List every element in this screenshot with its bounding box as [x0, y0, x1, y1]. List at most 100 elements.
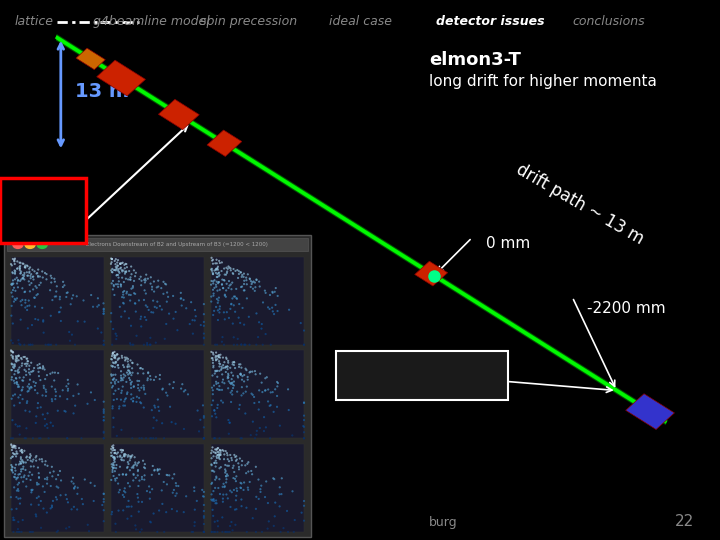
Point: [105, 444, 117, 453]
Point: [235, 370, 246, 379]
Point: [119, 451, 130, 460]
Point: [207, 496, 218, 505]
Point: [111, 271, 122, 279]
Point: [168, 470, 180, 478]
Point: [212, 306, 224, 315]
Point: [298, 340, 310, 349]
Point: [116, 446, 127, 454]
Point: [121, 263, 132, 272]
Point: [46, 395, 58, 403]
Point: [164, 402, 176, 411]
Point: [126, 371, 138, 380]
Point: [233, 267, 245, 275]
Point: [111, 271, 122, 280]
Point: [269, 310, 280, 319]
Point: [221, 267, 233, 276]
Point: [225, 305, 236, 313]
Point: [216, 362, 228, 371]
Point: [214, 451, 225, 460]
Point: [10, 352, 22, 361]
Point: [118, 487, 130, 496]
Point: [118, 370, 130, 379]
Point: [149, 465, 161, 474]
Point: [45, 418, 56, 427]
Point: [5, 434, 17, 443]
Point: [228, 377, 240, 386]
Point: [269, 385, 281, 394]
Point: [242, 270, 253, 279]
Point: [214, 450, 225, 459]
Point: [151, 528, 163, 536]
Point: [168, 378, 179, 387]
Point: [63, 380, 74, 388]
Point: [245, 367, 256, 376]
Point: [118, 278, 130, 286]
Point: [19, 366, 30, 374]
Point: [24, 375, 36, 384]
Text: ideal case: ideal case: [329, 15, 392, 28]
Point: [41, 270, 53, 279]
Point: [210, 280, 222, 289]
Point: [108, 266, 120, 274]
Point: [98, 409, 109, 417]
Point: [254, 369, 266, 378]
Point: [159, 279, 171, 288]
Point: [217, 333, 228, 341]
Point: [9, 287, 21, 295]
Point: [73, 389, 84, 398]
Point: [125, 275, 136, 284]
Point: [6, 366, 17, 374]
Point: [254, 424, 266, 433]
Point: [120, 260, 132, 268]
Point: [12, 449, 23, 458]
Point: [266, 287, 278, 296]
Point: [198, 340, 210, 349]
Point: [214, 367, 225, 375]
Point: [110, 262, 122, 271]
Point: [112, 261, 124, 270]
Point: [128, 266, 140, 275]
Point: [120, 488, 131, 497]
Point: [132, 494, 144, 502]
Point: [54, 392, 66, 401]
Point: [214, 464, 225, 472]
Point: [150, 339, 161, 347]
Point: [62, 498, 73, 507]
Point: [17, 259, 29, 268]
FancyBboxPatch shape: [11, 256, 104, 345]
Point: [19, 360, 30, 368]
Point: [235, 434, 246, 443]
Point: [238, 478, 250, 487]
Point: [107, 508, 118, 516]
Point: [107, 255, 118, 264]
Point: [19, 340, 30, 349]
Point: [105, 254, 117, 263]
Point: [211, 446, 222, 454]
Point: [6, 353, 18, 362]
Point: [122, 275, 134, 284]
Point: [213, 350, 225, 359]
Point: [23, 387, 35, 395]
Point: [240, 387, 251, 396]
Point: [125, 512, 137, 521]
Point: [225, 300, 237, 308]
Point: [207, 270, 219, 279]
Point: [24, 528, 35, 536]
Point: [24, 370, 36, 379]
Point: [158, 278, 169, 286]
Point: [109, 449, 121, 457]
Point: [222, 356, 234, 365]
Point: [24, 476, 36, 484]
Point: [12, 485, 24, 494]
Point: [8, 528, 19, 536]
Point: [148, 434, 159, 443]
Point: [230, 456, 242, 465]
Point: [9, 450, 21, 459]
Point: [224, 281, 235, 290]
Point: [198, 318, 210, 326]
Polygon shape: [207, 130, 242, 157]
Point: [23, 277, 35, 286]
Point: [112, 350, 123, 359]
Point: [6, 443, 18, 451]
Point: [222, 265, 233, 273]
